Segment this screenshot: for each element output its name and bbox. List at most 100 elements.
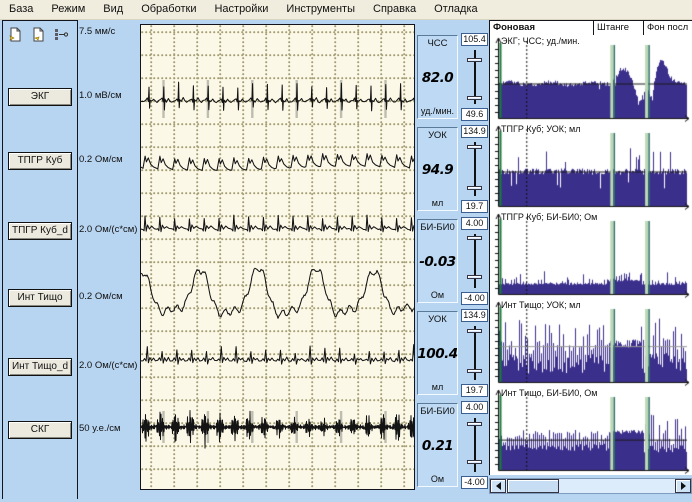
slider-max-value[interactable]: 134.9 (461, 309, 488, 322)
trend-chart-bi-tishcho: Инт Тищо, БИ-БИ0, Ом (490, 387, 692, 475)
menu-item-otladka[interactable]: Отладка (425, 0, 486, 19)
slider-min-value[interactable]: 19.7 (461, 200, 488, 213)
menu-item-obrabotki[interactable]: Обработки (132, 0, 205, 19)
indicator-sv-2: УОК 100.4 мл 134.9 19.7 (417, 309, 488, 397)
indicator-slider: 4.00 -4.00 (461, 401, 488, 489)
menu-item-rezhim[interactable]: Режим (42, 0, 94, 19)
channel-button-int-tishcho[interactable]: Инт Тищо (8, 289, 72, 307)
slider-handle[interactable] (467, 145, 482, 149)
app-window: База Режим Вид Обработки Настройки Инстр… (0, 0, 692, 502)
slider-handle[interactable] (467, 369, 482, 373)
scale-label-tpgr-kub: 0.2 Ом/см (79, 154, 123, 165)
slider-handle[interactable] (467, 329, 482, 333)
trend-phase-header: Фоновая Штанге Фон посл (490, 21, 692, 36)
slider-min-value[interactable]: 49.6 (461, 108, 488, 121)
indicator-unit: Ом (431, 474, 444, 484)
indicator-value-box: БИ-БИ0 0.21 Ом (417, 403, 458, 487)
indicator-bi-1: БИ-БИ0 -0.03 Ом 4.00 -4.00 (417, 217, 488, 305)
slider-max-value[interactable]: 105.4 (461, 33, 488, 46)
indicator-slider: 134.9 19.7 (461, 309, 488, 397)
scrollbar-thumb[interactable] (507, 479, 559, 493)
indicator-value-box: БИ-БИ0 -0.03 Ом (417, 219, 458, 303)
scale-label-tpgr-kub-d: 2.0 Ом/(с*см) (79, 224, 137, 235)
indicator-value-box: УОК 100.4 мл (417, 311, 458, 395)
indicator-value: 100.4 (417, 346, 457, 362)
slider-min-value[interactable]: -4.00 (461, 292, 488, 305)
channel-button-skg[interactable]: СКГ (8, 421, 72, 439)
tab-fonovaya[interactable]: Фоновая (490, 21, 594, 35)
menu-item-spravka[interactable]: Справка (364, 0, 425, 19)
menu-item-nastroyki[interactable]: Настройки (205, 0, 277, 19)
slider-track[interactable] (461, 416, 488, 474)
scroll-right-button[interactable] (675, 479, 691, 493)
slider-max-value[interactable]: 4.00 (461, 217, 488, 230)
scale-label-ekg: 1.0 мВ/см (79, 90, 122, 101)
scale-column: 7.5 мм/с 1.0 мВ/см 0.2 Ом/см 2.0 Ом/(с*с… (79, 20, 139, 498)
waveform-traces (141, 25, 414, 489)
slider-track[interactable] (461, 324, 488, 382)
indicator-slider: 105.4 49.6 (461, 33, 488, 121)
slider-max-value[interactable]: 4.00 (461, 401, 488, 414)
slider-min-value[interactable]: 19.7 (461, 384, 488, 397)
slider-handle[interactable] (467, 422, 482, 426)
indicator-sv-1: УОК 94.9 мл 134.9 19.7 (417, 125, 488, 213)
indicator-label: УОК (428, 314, 447, 325)
indicator-value: -0.03 (419, 254, 455, 270)
channel-button-int-tishcho-d[interactable]: Инт Тищо_d (8, 358, 72, 376)
slider-track[interactable] (461, 232, 488, 290)
indicator-unit: мл (432, 198, 443, 208)
trend-scrollbar[interactable] (489, 478, 692, 494)
indicator-column: ЧСС 82.0 уд./мин. 105.4 49.6 УОК 94.9 мл… (417, 20, 488, 498)
slider-handle[interactable] (467, 236, 482, 240)
tab-shtange[interactable]: Штанге (594, 21, 644, 35)
indicator-value: 94.9 (422, 162, 453, 178)
indicator-value: 82.0 (422, 70, 453, 86)
indicator-label: ЧСС (427, 38, 447, 49)
slider-handle[interactable] (467, 186, 482, 190)
trend-chart-title: ТПГР Куб; УОК; мл (501, 124, 580, 134)
menu-item-vid[interactable]: Вид (94, 0, 132, 19)
scale-label-int-tishcho: 0.2 Ом/см (79, 291, 123, 302)
new-record-icon[interactable] (7, 26, 23, 42)
indicator-bi-2: БИ-БИ0 0.21 Ом 4.00 -4.00 (417, 401, 488, 489)
scale-label-int-tishcho-d: 2.0 Ом/(с*см) (79, 360, 137, 371)
slider-handle[interactable] (467, 58, 482, 62)
trend-panel: Фоновая Штанге Фон посл ЭКГ; ЧСС; уд./ми… (489, 20, 692, 475)
indicator-label: УОК (428, 130, 447, 141)
channel-button-tpgr-kub-d[interactable]: ТПГР Куб_d (8, 222, 72, 240)
trend-chart-sv-tishcho: Инт Тищо; УОК; мл (490, 299, 692, 387)
menu-item-base[interactable]: База (0, 0, 42, 19)
trend-chart-bi-kub: ТПГР Куб; БИ-БИ0; Ом (490, 211, 692, 299)
scroll-left-button[interactable] (490, 479, 506, 493)
slider-handle[interactable] (467, 460, 482, 464)
right-arrow-icon (681, 482, 686, 490)
slider-handle[interactable] (467, 275, 482, 279)
waveform-display (140, 24, 415, 490)
menu-item-instrumenty[interactable]: Инструменты (277, 0, 364, 19)
slider-min-value[interactable]: -4.00 (461, 476, 488, 489)
menu-bar: База Режим Вид Обработки Настройки Инстр… (0, 0, 692, 20)
indicator-value-box: УОК 94.9 мл (417, 127, 458, 211)
tab-fon-posle[interactable]: Фон посл (644, 21, 692, 35)
indicator-label: БИ-БИ0 (420, 406, 455, 417)
slider-track[interactable] (461, 140, 488, 198)
slider-track[interactable] (461, 48, 488, 106)
trend-chart-title: Инт Тищо; УОК; мл (501, 300, 581, 310)
channel-panel: ЭКГ ТПГР Куб ТПГР Куб_d Инт Тищо Инт Тищ… (2, 20, 78, 499)
indicator-slider: 134.9 19.7 (461, 125, 488, 213)
indicator-hr: ЧСС 82.0 уд./мин. 105.4 49.6 (417, 33, 488, 121)
trend-chart-hr: ЭКГ; ЧСС; уд./мин. (490, 35, 692, 123)
indicator-slider: 4.00 -4.00 (461, 217, 488, 305)
slider-handle[interactable] (467, 96, 482, 100)
channel-button-ekg[interactable]: ЭКГ (8, 88, 72, 106)
indicator-unit: уд./мин. (421, 106, 454, 116)
slider-max-value[interactable]: 134.9 (461, 125, 488, 138)
save-record-icon[interactable] (30, 26, 46, 42)
trend-chart-sv-kub: ТПГР Куб; УОК; мл (490, 123, 692, 211)
trend-chart-title: ЭКГ; ЧСС; уд./мин. (501, 36, 580, 46)
indicator-value-box: ЧСС 82.0 уд./мин. (417, 35, 458, 119)
montage-icon[interactable] (53, 26, 69, 42)
scale-label-skg: 50 у.е./см (79, 423, 121, 434)
channel-button-tpgr-kub[interactable]: ТПГР Куб (8, 152, 72, 170)
toolbar (7, 26, 69, 42)
